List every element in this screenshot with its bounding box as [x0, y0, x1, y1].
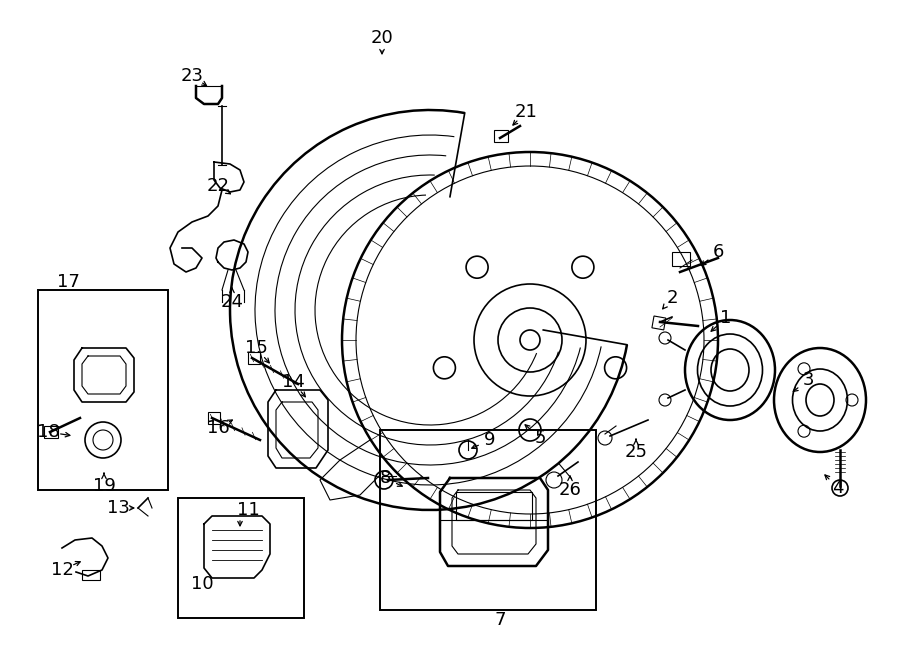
Text: 9: 9	[484, 431, 496, 449]
Text: 23: 23	[181, 67, 203, 85]
Text: 11: 11	[237, 501, 259, 519]
Text: 1: 1	[720, 309, 732, 327]
Text: 18: 18	[37, 423, 59, 441]
Text: 6: 6	[712, 243, 724, 261]
Bar	[82, 570, 100, 580]
Bar	[248, 352, 260, 364]
Text: 17: 17	[57, 273, 79, 291]
Text: 22: 22	[206, 177, 230, 195]
Bar	[672, 252, 690, 266]
Text: 14: 14	[282, 373, 304, 391]
Text: 2: 2	[666, 289, 678, 307]
Text: 26: 26	[559, 481, 581, 499]
Text: 20: 20	[371, 29, 393, 47]
Text: 21: 21	[515, 103, 537, 121]
Bar	[178, 498, 304, 618]
Bar	[494, 130, 508, 142]
Text: 5: 5	[535, 429, 545, 447]
Text: 13: 13	[106, 499, 130, 517]
Bar	[44, 426, 58, 438]
Bar	[38, 290, 168, 490]
Text: 12: 12	[50, 561, 74, 579]
Text: 4: 4	[832, 479, 844, 497]
Text: 24: 24	[220, 293, 244, 311]
Text: 16: 16	[207, 419, 230, 437]
Text: 3: 3	[802, 371, 814, 389]
Bar	[652, 316, 666, 330]
Text: 7: 7	[494, 611, 506, 629]
Text: 25: 25	[625, 443, 647, 461]
Text: 19: 19	[93, 477, 115, 495]
Text: 15: 15	[245, 339, 267, 357]
Bar	[380, 430, 596, 610]
Text: 10: 10	[191, 575, 213, 593]
Bar	[456, 492, 532, 520]
Bar	[208, 412, 220, 424]
Text: 8: 8	[379, 469, 391, 487]
